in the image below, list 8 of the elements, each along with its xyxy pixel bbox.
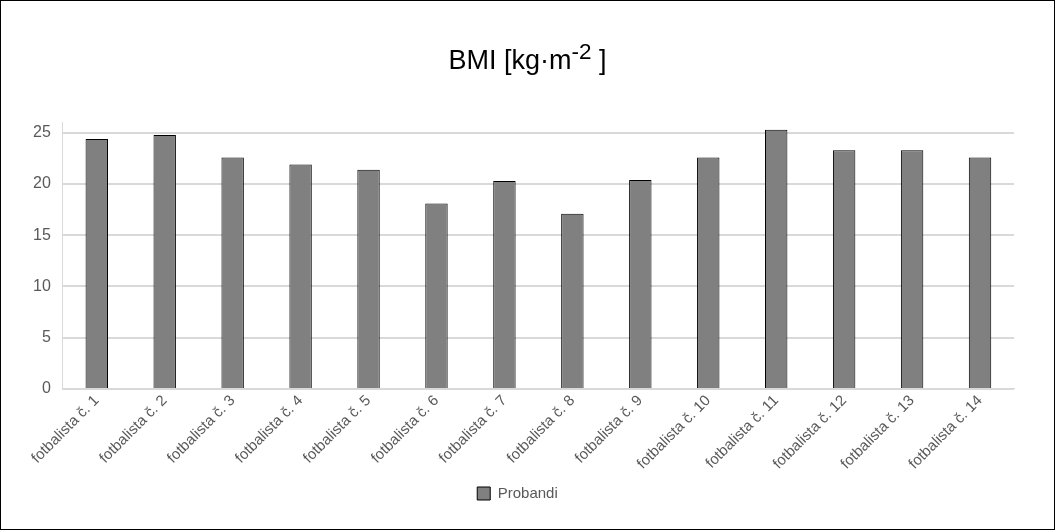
chart-title: BMI [kg·m$^{-2}$ ] (447, 39, 608, 76)
y-tick-label: 10 (33, 276, 51, 294)
y-tick-label: 25 (33, 123, 51, 141)
legend-label: Probandi (497, 483, 558, 501)
y-tick-label: 0 (41, 379, 51, 397)
y-tick-label: 15 (33, 225, 51, 243)
y-tick-label: 5 (41, 328, 51, 346)
y-tick-label: 20 (33, 174, 51, 192)
